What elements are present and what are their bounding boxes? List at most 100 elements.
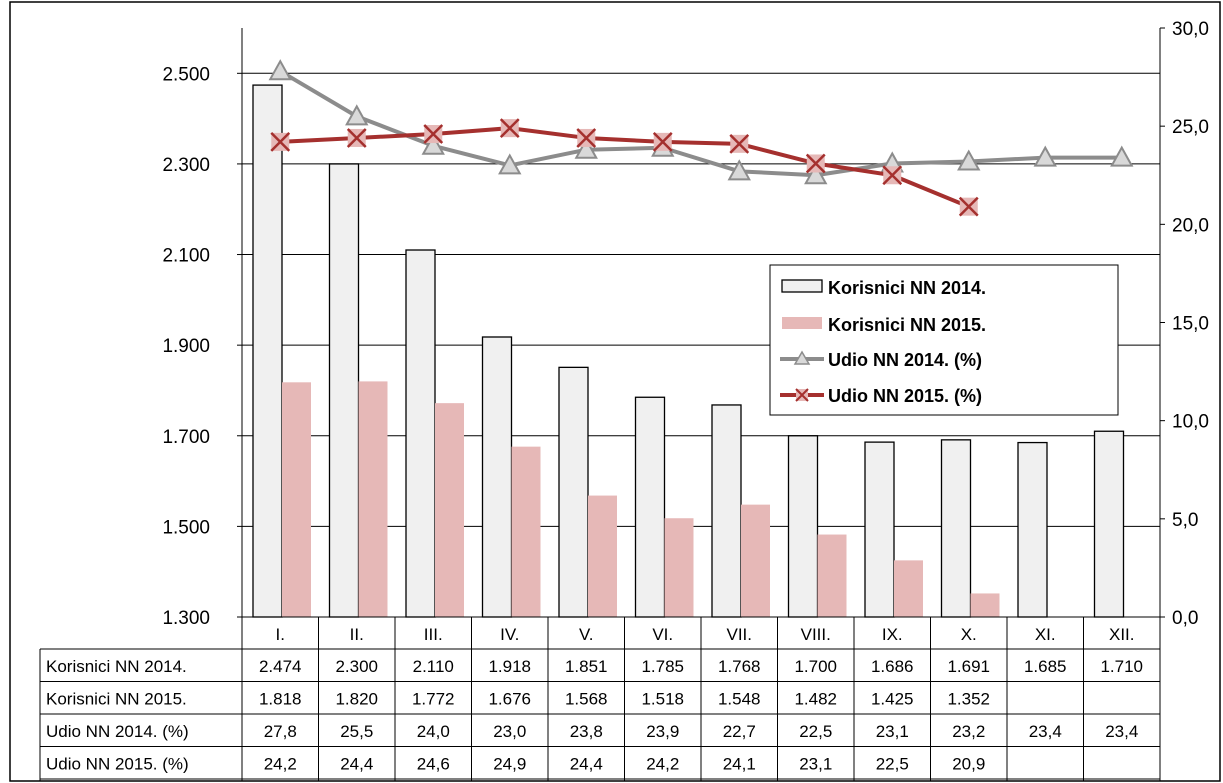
- point-udio-2014: [804, 163, 828, 185]
- right-axis-tick-label: 30,0: [1172, 19, 1209, 40]
- table-cell-value: 1.785: [641, 657, 684, 676]
- point-udio-2014: [1110, 145, 1134, 167]
- category-label: II.: [350, 625, 364, 644]
- table-row-label: Korisnici NN 2015.: [46, 690, 187, 709]
- bar-korisnici-2014: [940, 439, 972, 618]
- legend-key-triangle: [793, 350, 811, 365]
- category-label: I.: [276, 625, 285, 644]
- table-cell-value: 1.851: [565, 657, 608, 676]
- data-table: I. II. III. IV. V. VI. VII. VIII. IX. X. XI. XII. Ko…: [39, 616, 1161, 781]
- point-udio-2014: [574, 137, 598, 159]
- point-udio-2014: [345, 104, 369, 126]
- table-cell-value: 1.918: [488, 657, 531, 676]
- table-cell-value: 24,4: [570, 755, 603, 774]
- left-axis-tick-label: 1.300: [162, 608, 210, 629]
- table-cell-value: 20,9: [952, 755, 985, 774]
- table-cell-value: 24,0: [417, 722, 450, 741]
- bar-korisnici-2015: [741, 504, 770, 617]
- table-row-label: Korisnici NN 2014.: [46, 657, 187, 676]
- table-cell-value: 23,9: [646, 722, 679, 741]
- legend-label: Udio NN 2015. (%): [828, 386, 982, 406]
- point-udio-2015-cross: [499, 118, 520, 139]
- bar-korisnici-2014: [1017, 441, 1048, 618]
- category-label: VIII.: [801, 625, 831, 644]
- left-axis-tick-label: 1.500: [162, 517, 210, 538]
- bar-korisnici-2015: [664, 518, 694, 617]
- gridlines: [242, 72, 1160, 527]
- category-label: XII.: [1109, 625, 1135, 644]
- table-cell-value: 23,1: [799, 755, 832, 774]
- point-udio-2015-cross: [805, 153, 826, 174]
- bar-korisnici-2014: [1093, 430, 1125, 618]
- bar-korisnici-2014: [405, 249, 436, 618]
- bar-korisnici-2015: [511, 446, 541, 617]
- table-cell-value: 2.474: [259, 657, 302, 676]
- legend-box: [769, 264, 1119, 416]
- table-cell-value: 1.685: [1024, 657, 1067, 676]
- table-cell-value: 24,9: [493, 755, 526, 774]
- point-udio-2015-cross: [576, 128, 597, 148]
- bar-korisnici-2015: [358, 381, 388, 617]
- bar-korisnici-2014: [481, 336, 513, 618]
- legend-label: Korisnici NN 2015.: [828, 315, 986, 335]
- bar-korisnici-2015: [970, 593, 1000, 617]
- table-cell-value: 2.300: [335, 657, 378, 676]
- table-row-label: Udio NN 2014. (%): [46, 722, 189, 741]
- table-cell-value: 24,1: [723, 755, 756, 774]
- table-cell-value: 23,0: [493, 722, 526, 741]
- table-cell-value: 23,8: [570, 722, 603, 741]
- table-cell-value: 1.818: [259, 690, 302, 709]
- bar-korisnici-2015: [588, 495, 617, 617]
- category-label: III.: [424, 625, 443, 644]
- category-label: X.: [961, 625, 977, 644]
- right-axis-tick-label: 25,0: [1172, 117, 1209, 138]
- point-udio-2015-cross: [346, 128, 367, 148]
- table-cell-value: 1.548: [718, 690, 761, 709]
- category-label: V.: [579, 625, 594, 644]
- table-cell-value: 24,4: [340, 755, 373, 774]
- legend: Korisnici NN 2014. Korisnici NN 2015. Udio…: [769, 264, 1119, 416]
- point-udio-2015: [423, 124, 444, 144]
- bar-korisnici-2015: [817, 534, 847, 617]
- table-cell-value: 1.691: [947, 657, 990, 676]
- table-cell-value: 24,2: [646, 755, 679, 774]
- point-udio-2015: [805, 153, 826, 174]
- table-cell-value: 22,7: [723, 722, 756, 741]
- point-udio-2015: [958, 196, 979, 217]
- point-udio-2015: [729, 133, 750, 154]
- table-cell-value: 23,2: [952, 722, 985, 741]
- point-udio-2014: [727, 159, 751, 181]
- lines: [268, 59, 1134, 217]
- legend-key-x: [795, 388, 809, 402]
- right-axis-tick-label: 0,0: [1172, 608, 1198, 629]
- point-udio-2015: [270, 131, 291, 152]
- legend-label: Udio NN 2014. (%): [828, 350, 982, 370]
- point-udio-2015-cross: [270, 131, 291, 152]
- right-axis-tick-label: 5,0: [1172, 510, 1198, 531]
- table-cell-value: 23,4: [1029, 722, 1062, 741]
- table-cell-value: 24,6: [417, 755, 450, 774]
- left-axis-tick-label: 1.700: [162, 427, 210, 448]
- table-cell-value: 25,5: [340, 722, 373, 741]
- point-udio-2015: [576, 128, 597, 148]
- bar-korisnici-2014: [252, 84, 283, 618]
- table-cell-value: 1.568: [565, 690, 608, 709]
- bars: [252, 84, 1125, 618]
- table-cell-value: 1.425: [871, 690, 914, 709]
- bar-korisnici-2015: [282, 382, 311, 617]
- category-label: VII.: [726, 625, 752, 644]
- point-udio-2015-cross: [882, 165, 903, 186]
- point-udio-2015-cross: [729, 133, 750, 154]
- left-axis-tick-label: 2.500: [162, 64, 210, 85]
- table-cell-value: 27,8: [264, 722, 297, 741]
- bar-korisnici-2015: [894, 560, 923, 617]
- table-cell-value: 1.768: [718, 657, 761, 676]
- right-axis-tick-label: 20,0: [1172, 215, 1209, 236]
- table-cell-value: 1.676: [488, 690, 531, 709]
- legend-key-bar-2015: [782, 317, 822, 329]
- table-cell-value: 1.820: [335, 690, 378, 709]
- bar-korisnici-2014: [328, 163, 360, 618]
- left-axis-tick-label: 2.100: [162, 246, 210, 267]
- table-cell-value: 23,4: [1105, 722, 1138, 741]
- category-label: VI.: [652, 625, 673, 644]
